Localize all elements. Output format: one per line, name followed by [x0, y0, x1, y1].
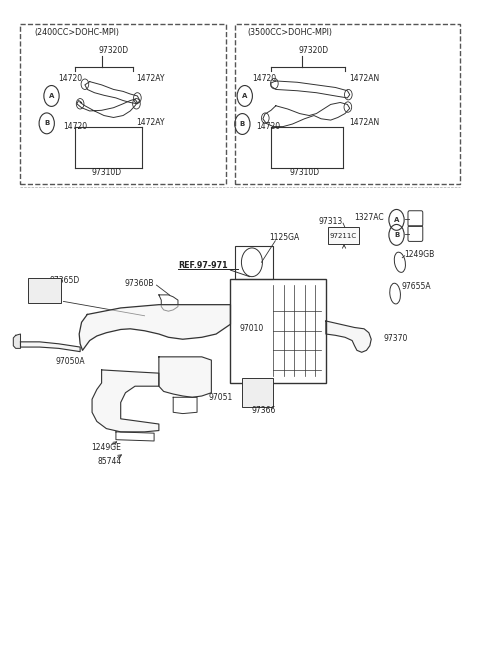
Text: 97310D: 97310D [91, 168, 121, 178]
Polygon shape [21, 342, 80, 352]
Text: REF.97-971: REF.97-971 [178, 261, 228, 270]
Text: 1249GE: 1249GE [91, 443, 121, 452]
Text: B: B [394, 232, 399, 238]
Text: 97320D: 97320D [299, 46, 329, 55]
Text: 1327AC: 1327AC [355, 214, 384, 223]
Polygon shape [92, 370, 159, 432]
Text: 97366: 97366 [252, 407, 276, 415]
FancyBboxPatch shape [28, 278, 61, 303]
FancyBboxPatch shape [242, 378, 274, 407]
Text: 1472AY: 1472AY [136, 74, 165, 83]
Text: A: A [394, 217, 399, 223]
Text: 97050A: 97050A [56, 357, 85, 366]
Polygon shape [13, 334, 21, 348]
Text: 1125GA: 1125GA [270, 233, 300, 242]
Text: 97310D: 97310D [289, 168, 320, 178]
Text: 97313: 97313 [318, 217, 343, 227]
Text: B: B [240, 121, 245, 127]
Text: 97051: 97051 [209, 394, 233, 402]
Text: 1472AY: 1472AY [136, 117, 165, 126]
Text: B: B [44, 121, 49, 126]
Text: 1472AN: 1472AN [349, 74, 379, 83]
Text: 97010: 97010 [240, 324, 264, 333]
Text: 1249GB: 1249GB [405, 250, 435, 259]
Text: 97320D: 97320D [98, 46, 129, 55]
Text: 85744: 85744 [98, 457, 122, 466]
FancyBboxPatch shape [328, 227, 360, 244]
Text: (2400CC>DOHC-MPI): (2400CC>DOHC-MPI) [35, 28, 120, 37]
Polygon shape [159, 357, 211, 398]
Polygon shape [79, 305, 230, 350]
Text: A: A [242, 93, 248, 99]
Text: A: A [49, 93, 54, 99]
Text: 14720: 14720 [63, 122, 87, 131]
Text: 14720: 14720 [257, 122, 281, 131]
Polygon shape [326, 321, 371, 352]
Text: 97365D: 97365D [49, 276, 79, 285]
Text: 14720: 14720 [59, 74, 83, 83]
Text: 97655A: 97655A [401, 282, 431, 291]
Text: 14720: 14720 [252, 74, 276, 83]
Text: (3500CC>DOHC-MPI): (3500CC>DOHC-MPI) [247, 28, 332, 37]
Text: 97370: 97370 [383, 334, 408, 343]
Text: 97211C: 97211C [330, 233, 357, 238]
Text: 1472AN: 1472AN [349, 117, 379, 126]
Text: 97360B: 97360B [125, 278, 154, 288]
